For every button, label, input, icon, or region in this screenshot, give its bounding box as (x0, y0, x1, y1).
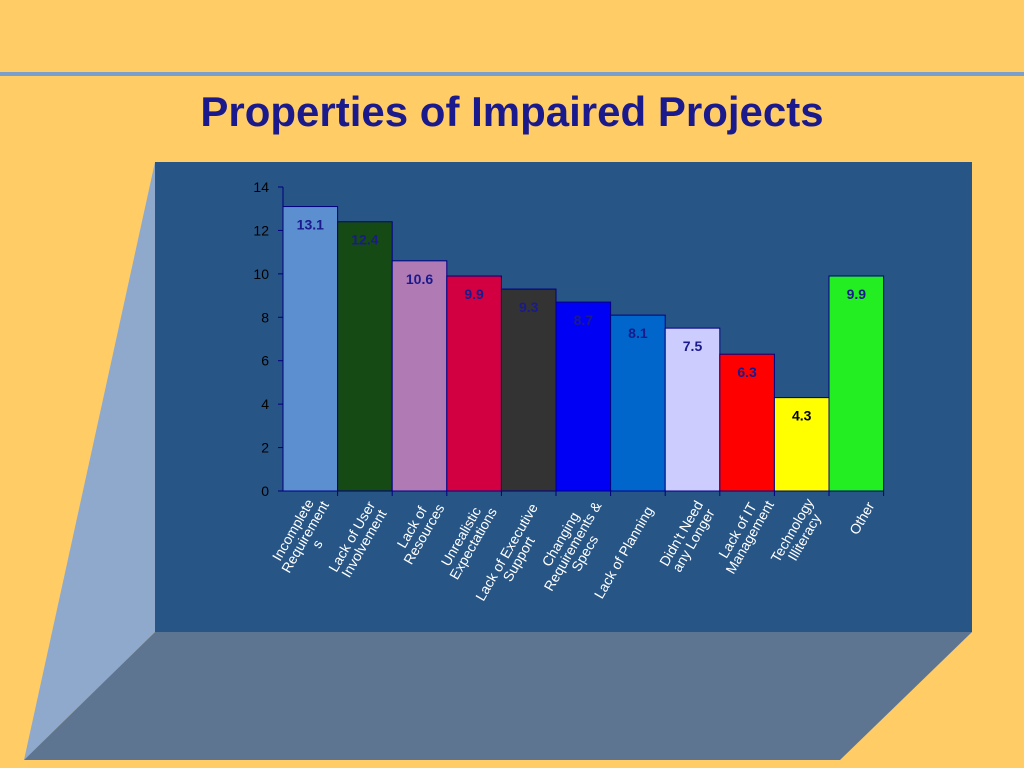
y-tick-label: 6 (261, 353, 269, 369)
bar (555, 301, 612, 492)
bar-chart: 0246810121413.1IncompleteRequirements12.… (253, 179, 885, 604)
y-tick-label: 0 (261, 483, 269, 499)
y-tick-label: 8 (261, 309, 269, 325)
y-tick-label: 2 (261, 440, 269, 456)
data-label: 7.5 (683, 338, 703, 354)
data-label: 13.1 (297, 217, 324, 233)
y-tick-label: 10 (253, 266, 269, 282)
data-label: 8.1 (628, 325, 648, 341)
data-label: 12.4 (351, 232, 378, 248)
bar (446, 275, 502, 492)
data-label: 9.9 (847, 286, 867, 302)
bar (337, 221, 393, 492)
bar (773, 397, 830, 492)
panel-left-wall (24, 162, 155, 760)
data-label: 9.3 (519, 299, 539, 315)
data-label: 6.3 (737, 364, 757, 380)
y-tick-label: 12 (253, 222, 269, 238)
data-label: 10.6 (406, 271, 433, 287)
bar (391, 260, 448, 492)
y-tick-label: 4 (261, 396, 269, 412)
bar (610, 314, 666, 492)
data-label: 8.7 (574, 312, 594, 328)
bar (664, 327, 721, 492)
bar (828, 275, 885, 492)
title-rule-line (0, 72, 1024, 76)
bar (500, 288, 557, 492)
y-tick-label: 14 (253, 179, 269, 195)
bar (282, 206, 339, 492)
slide-title: Properties of Impaired Projects (200, 88, 824, 135)
data-label: 9.9 (464, 286, 484, 302)
panel-floor (24, 632, 972, 760)
bar (719, 353, 775, 492)
data-label: 4.3 (792, 408, 812, 424)
